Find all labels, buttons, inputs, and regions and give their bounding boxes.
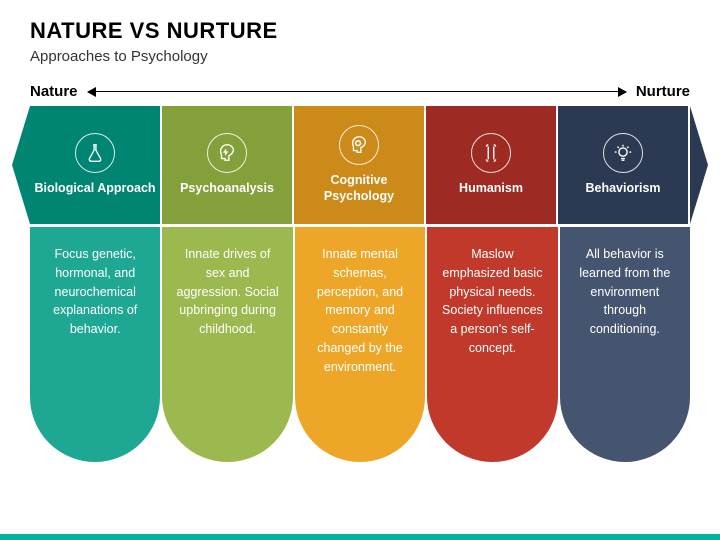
footer-accent-bar	[0, 534, 720, 540]
header-row: Biological Approach Psychoanalysis Cogni…	[30, 106, 690, 224]
column-label: Psychoanalysis	[180, 181, 274, 197]
spectrum-bar: Nature Nurture	[0, 73, 720, 106]
chevron-left	[12, 106, 30, 224]
page-subtitle: Approaches to Psychology	[30, 48, 690, 65]
column-body-biological: Focus genetic, hormonal, and neurochemic…	[30, 227, 160, 462]
column-body-humanism: Maslow emphasized basic physical needs. …	[427, 227, 557, 462]
column-body-cognitive: Innate mental schemas, perception, and m…	[295, 227, 425, 462]
column-header-humanism: Humanism	[426, 106, 558, 224]
column-label: Behaviorism	[585, 181, 660, 197]
chevron-right	[690, 106, 708, 224]
column-label: Cognitive Psychology	[298, 173, 420, 204]
storm-head-icon	[207, 133, 247, 173]
column-header-cognitive: Cognitive Psychology	[294, 106, 426, 224]
column-header-biological: Biological Approach	[30, 106, 162, 224]
column-header-psychoanalysis: Psychoanalysis	[162, 106, 294, 224]
column-body-behaviorism: All behavior is learned from the environ…	[560, 227, 690, 462]
scroll-icon	[471, 133, 511, 173]
flask-icon	[75, 133, 115, 173]
spectrum-left-label: Nature	[30, 83, 78, 100]
column-header-behaviorism: Behaviorism	[558, 106, 690, 224]
gear-head-icon	[339, 125, 379, 165]
spectrum-right-label: Nurture	[636, 83, 690, 100]
column-body-psychoanalysis: Innate drives of sex and aggression. Soc…	[162, 227, 292, 462]
body-row: Focus genetic, hormonal, and neurochemic…	[30, 227, 690, 462]
page-title: NATURE VS NURTURE	[30, 18, 690, 44]
column-label: Biological Approach	[34, 181, 155, 197]
bulb-icon	[603, 133, 643, 173]
column-label: Humanism	[459, 181, 523, 197]
spectrum-arrow-line	[88, 91, 626, 92]
